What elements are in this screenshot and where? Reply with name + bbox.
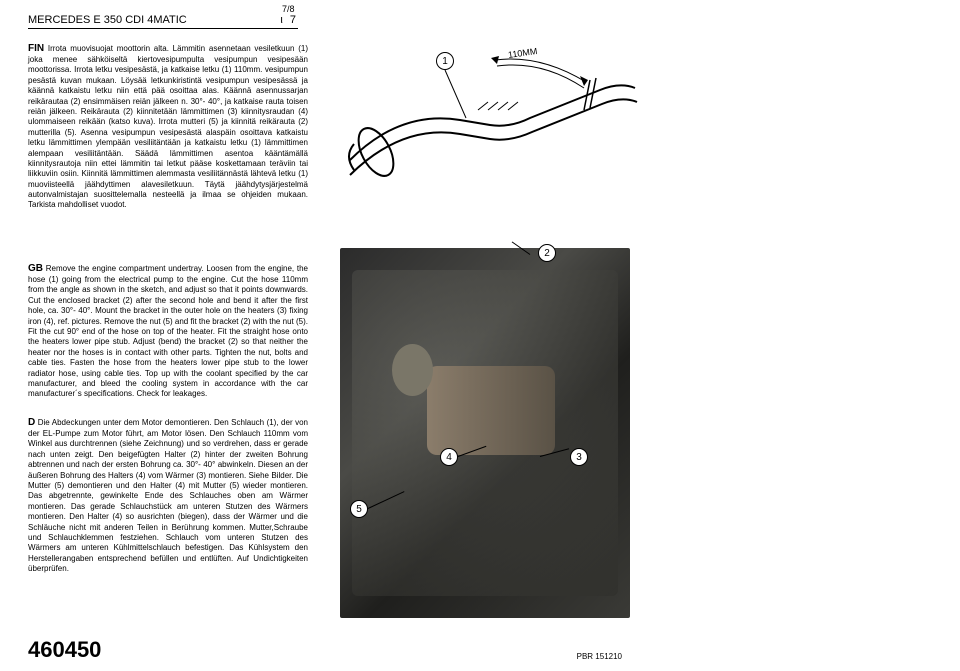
install-photo: 2 3 4 5 — [340, 248, 630, 618]
hose-sketch-icon — [340, 40, 640, 200]
sketch-diagram: 1 110MM — [340, 40, 640, 200]
body-de: Die Abdeckungen unter dem Motor demontie… — [28, 418, 308, 573]
part-number: 460450 — [28, 637, 101, 663]
page-counter: 7/8 — [282, 4, 295, 14]
callout-4: 4 — [440, 448, 458, 466]
instructions-fin: FIN Irrota muovisuojat moottorin alta. L… — [28, 42, 308, 211]
callout-2: 2 — [538, 244, 556, 262]
heater-body — [427, 366, 555, 455]
lang-prefix-gb: GB — [28, 263, 43, 274]
instructions-gb: GB Remove the engine compartment undertr… — [28, 262, 308, 400]
vehicle-title: MERCEDES E 350 CDI 4MATIC — [28, 14, 187, 26]
callout-1: 1 — [436, 52, 454, 70]
callout-5: 5 — [350, 500, 368, 518]
instructions-de: D Die Abdeckungen unter dem Motor demont… — [28, 416, 308, 574]
lang-prefix-fin: FIN — [28, 43, 44, 54]
hose-clamp — [392, 344, 433, 396]
callout-line-2 — [512, 241, 531, 254]
body-gb: Remove the engine compartment undertray.… — [28, 264, 308, 398]
body-fin: Irrota muovisuojat moottorin alta. Lämmi… — [28, 44, 308, 209]
title-code-icon: ι 7 — [280, 14, 298, 26]
lang-prefix-de: D — [28, 417, 35, 428]
pbr-code: PBR 151210 — [577, 652, 622, 661]
title-row: MERCEDES E 350 CDI 4MATIC ι 7 — [28, 14, 298, 29]
callout-3: 3 — [570, 448, 588, 466]
